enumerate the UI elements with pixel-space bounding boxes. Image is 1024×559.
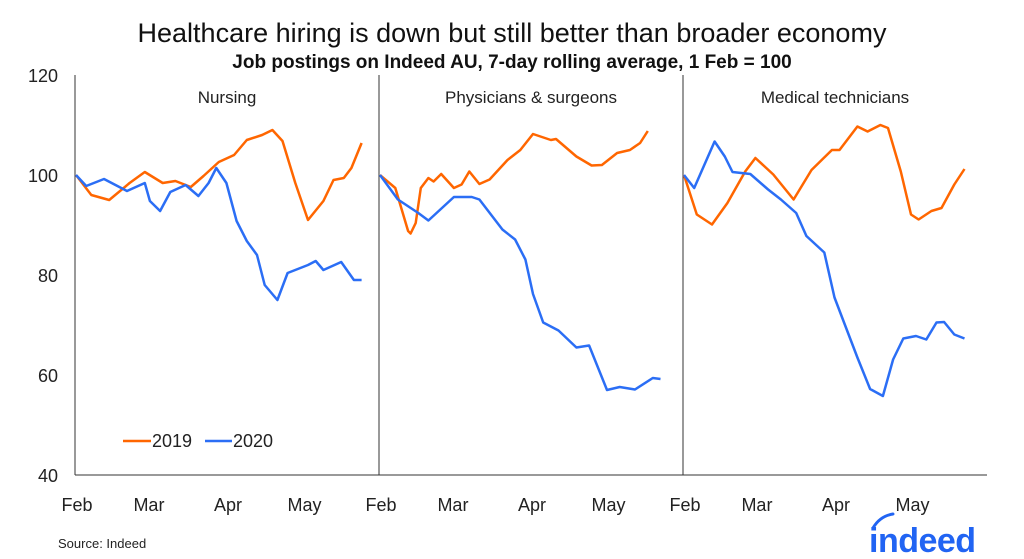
x-tick-label: Apr (214, 495, 242, 515)
x-tick-label: Feb (61, 495, 92, 515)
x-tick-label: Apr (822, 495, 850, 515)
y-tick-label: 120 (28, 66, 58, 86)
series-line-2019 (379, 130, 649, 235)
panel-title: Nursing (198, 88, 257, 107)
series-line-2019 (682, 123, 966, 226)
series-line-2020 (683, 140, 965, 398)
chart-title: Healthcare hiring is down but still bett… (138, 18, 887, 48)
panel-1: Nursing Feb Mar Apr May (61, 88, 363, 515)
series-line-2020 (75, 166, 362, 302)
y-tick-label: 60 (38, 366, 58, 386)
panel-title: Physicians & surgeons (445, 88, 617, 107)
x-tick-label: Mar (741, 495, 772, 515)
legend-label-2020: 2020 (233, 431, 273, 451)
indeed-logo: indeed (869, 512, 976, 559)
y-tick-label: 100 (28, 166, 58, 186)
chart-subtitle: Job postings on Indeed AU, 7-day rolling… (232, 52, 791, 73)
y-tick-label: 40 (38, 466, 58, 486)
x-tick-label: May (591, 495, 625, 515)
panel-title: Medical technicians (761, 88, 909, 107)
source-note: Source: Indeed (58, 536, 146, 551)
axes: 120 100 80 60 40 (28, 66, 987, 486)
x-tick-label: Apr (518, 495, 546, 515)
x-tick-label: Feb (669, 495, 700, 515)
x-tick-label: Mar (133, 495, 164, 515)
logo-text: indeed (869, 522, 976, 559)
legend-label-2019: 2019 (152, 431, 192, 451)
series-line-2019 (75, 128, 363, 222)
x-tick-label: Mar (437, 495, 468, 515)
y-tick-label: 80 (38, 266, 58, 286)
legend: 2019 2020 (123, 431, 273, 451)
x-tick-label: May (287, 495, 321, 515)
panel-2: Physicians & surgeons Feb Mar Apr May (365, 88, 661, 515)
series-line-2020 (378, 174, 661, 392)
x-tick-label: May (895, 495, 929, 515)
x-tick-label: Feb (365, 495, 396, 515)
panel-3: Medical technicians Feb Mar Apr May (669, 88, 966, 515)
logo-arc-icon (871, 512, 895, 530)
